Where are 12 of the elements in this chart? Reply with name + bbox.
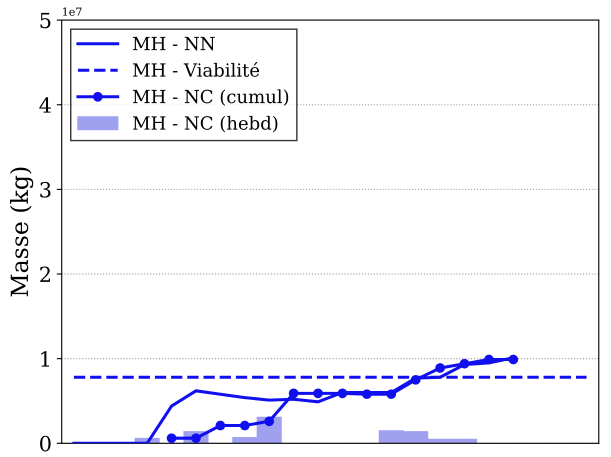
y-tick-label: 1	[41, 351, 50, 367]
y-tick-label: 5	[40, 12, 50, 28]
legend-label: MH - NN	[133, 36, 215, 50]
y-tick-label: 3	[40, 182, 50, 198]
legend-label: MH - NC (hebd)	[133, 116, 278, 132]
legend-label: MH - NC (cumul)	[133, 89, 288, 106]
y-tick-label: 0	[40, 436, 51, 452]
legend-label: MH - Viabilité	[133, 62, 260, 77]
text: 1e7	[63, 7, 82, 16]
y-tick-label: 4	[39, 97, 51, 113]
y-tick-label: 2	[40, 266, 50, 282]
y-axis-title: Masse (kg)	[10, 168, 34, 296]
